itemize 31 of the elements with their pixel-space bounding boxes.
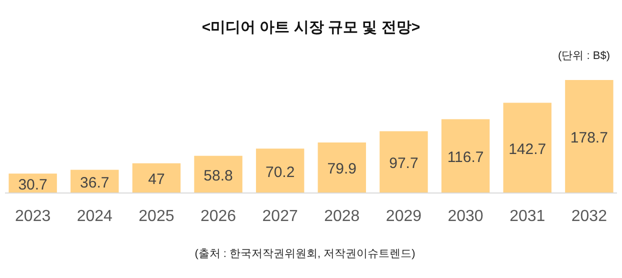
x-tick-label: 2030 bbox=[448, 208, 484, 225]
x-tick-label: 2026 bbox=[200, 208, 236, 225]
x-tick-label: 2025 bbox=[138, 208, 174, 225]
x-tick-label: 2031 bbox=[510, 208, 546, 225]
data-label: 58.8 bbox=[204, 167, 233, 184]
bar bbox=[318, 142, 366, 193]
data-label: 142.7 bbox=[508, 140, 546, 158]
data-label: 116.7 bbox=[447, 149, 484, 166]
x-tick-label: 2023 bbox=[15, 208, 51, 225]
chart-subtitle: (단위 : B$) bbox=[558, 50, 610, 62]
data-label: 79.9 bbox=[327, 160, 357, 178]
x-tick-label: 2032 bbox=[571, 208, 608, 225]
bar bbox=[503, 102, 552, 193]
data-label: 30.7 bbox=[18, 176, 48, 194]
data-label: 178.7 bbox=[570, 130, 608, 146]
data-label: 36.7 bbox=[80, 174, 110, 192]
x-tick-label: 2028 bbox=[324, 208, 360, 225]
data-label: 47 bbox=[148, 171, 165, 188]
bar bbox=[256, 148, 304, 193]
bar bbox=[132, 163, 181, 193]
data-label: 70.2 bbox=[265, 164, 295, 181]
bar bbox=[565, 80, 614, 193]
x-tick-label: 2027 bbox=[262, 208, 298, 225]
data-label: 97.7 bbox=[389, 155, 418, 172]
text: (출처 : 한국저작권위원회, 저작권이슈트렌드) bbox=[194, 248, 416, 260]
bar bbox=[380, 131, 428, 193]
x-tick-label: 2024 bbox=[76, 208, 113, 225]
bar bbox=[441, 119, 490, 193]
chart-title: <미디어 아트 시장 규모 및 전망> bbox=[202, 19, 420, 36]
bar bbox=[194, 156, 242, 193]
x-tick-label: 2029 bbox=[386, 208, 422, 225]
